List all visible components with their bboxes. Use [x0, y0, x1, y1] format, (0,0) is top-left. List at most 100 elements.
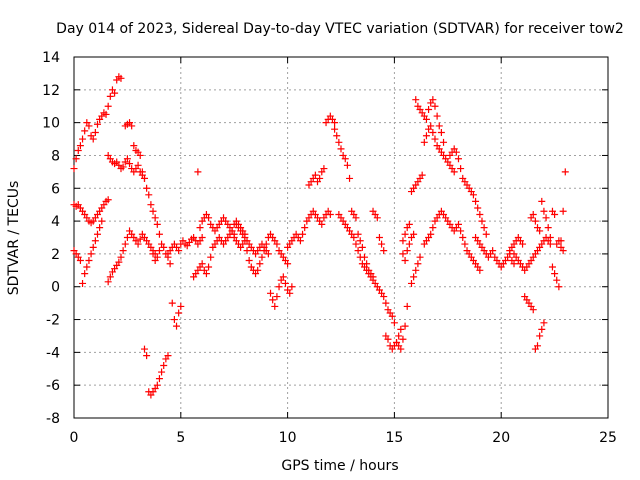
- data-point: [76, 142, 84, 150]
- data-point: [318, 220, 326, 228]
- data-point: [299, 230, 307, 238]
- series-arc-i: [164, 234, 206, 258]
- data-point: [431, 135, 439, 143]
- x-tick-label: 15: [385, 430, 403, 446]
- data-point: [427, 230, 435, 238]
- data-point: [121, 240, 129, 248]
- y-tick-label: -4: [46, 345, 60, 361]
- data-point: [102, 110, 110, 118]
- data-point: [173, 322, 181, 330]
- data-point: [205, 263, 213, 271]
- data-point: [416, 253, 424, 261]
- data-point: [352, 214, 360, 222]
- data-point: [134, 161, 142, 169]
- data-point: [136, 151, 144, 159]
- data-point: [111, 89, 119, 97]
- data-point: [79, 279, 87, 287]
- series-arc-y: [506, 234, 548, 353]
- series-arc-m: [232, 220, 296, 310]
- data-point: [420, 138, 428, 146]
- series-arc-u: [407, 122, 458, 196]
- data-point: [469, 191, 477, 199]
- data-point: [275, 283, 283, 291]
- data-point: [429, 96, 437, 104]
- y-tick-label: 0: [51, 280, 60, 296]
- data-point: [401, 256, 409, 264]
- data-point: [405, 240, 413, 248]
- data-point: [119, 163, 127, 171]
- data-point: [138, 168, 146, 176]
- y-axis-ticks: -8 -6 -4 -2 0 2 4 6 8 10 12 14: [42, 50, 608, 427]
- data-point: [198, 234, 206, 241]
- data-point: [258, 253, 266, 261]
- grid-lines: [74, 57, 608, 418]
- y-axis-label: SDTVAR / TECUs: [6, 181, 22, 296]
- data-point: [431, 102, 439, 110]
- data-point: [410, 230, 418, 238]
- data-point: [89, 243, 97, 251]
- data-point: [393, 339, 401, 347]
- data-point: [380, 247, 388, 255]
- x-tick-label: 0: [70, 430, 79, 446]
- y-tick-label: 14: [42, 50, 60, 66]
- data-point: [198, 260, 206, 268]
- series-arc-v: [446, 145, 490, 238]
- data-point: [551, 270, 559, 278]
- data-point: [296, 237, 304, 245]
- series-arc-c: [70, 217, 106, 287]
- series-arc-l: [230, 230, 292, 278]
- series-arc-b: [70, 196, 112, 227]
- data-point: [160, 361, 168, 369]
- data-point: [482, 230, 490, 238]
- data-point: [273, 293, 281, 301]
- data-point: [452, 148, 460, 156]
- data-point: [316, 174, 324, 182]
- data-point: [273, 240, 281, 248]
- y-tick-label: -8: [46, 411, 60, 427]
- data-point: [149, 207, 157, 215]
- data-point: [427, 122, 435, 130]
- data-point: [106, 273, 114, 281]
- data-point: [335, 138, 343, 146]
- data-point: [399, 250, 407, 258]
- data-point: [397, 345, 405, 353]
- data-point: [89, 135, 97, 143]
- data-point: [403, 302, 411, 310]
- series-arc-t: [399, 96, 448, 264]
- data-point: [536, 227, 544, 235]
- data-point: [271, 302, 279, 310]
- data-point: [476, 266, 484, 274]
- data-point: [382, 299, 390, 307]
- data-point: [538, 325, 546, 333]
- data-point: [454, 155, 462, 163]
- data-point: [397, 325, 405, 333]
- data-point: [395, 332, 403, 340]
- data-point: [279, 273, 287, 281]
- y-tick-label: 4: [51, 214, 60, 230]
- data-point: [149, 250, 157, 258]
- data-point: [440, 138, 448, 146]
- data-point: [83, 263, 91, 271]
- series-arc-p: [331, 125, 377, 281]
- data-point: [151, 214, 159, 222]
- data-point: [341, 155, 349, 163]
- data-point: [551, 211, 559, 219]
- y-tick-label: -2: [46, 313, 60, 329]
- data-point: [437, 128, 445, 136]
- data-point: [326, 211, 334, 219]
- x-tick-label: 25: [599, 430, 617, 446]
- data-point: [93, 230, 101, 238]
- data-point: [153, 381, 161, 389]
- data-point: [311, 171, 319, 179]
- data-point: [104, 278, 112, 286]
- data-point: [155, 230, 163, 238]
- data-point: [407, 279, 415, 287]
- data-point: [401, 322, 409, 330]
- y-tick-label: 10: [42, 116, 60, 132]
- data-point: [81, 270, 89, 278]
- data-point: [358, 243, 366, 251]
- data-point: [254, 266, 262, 274]
- data-point: [540, 319, 548, 327]
- data-point: [559, 247, 567, 255]
